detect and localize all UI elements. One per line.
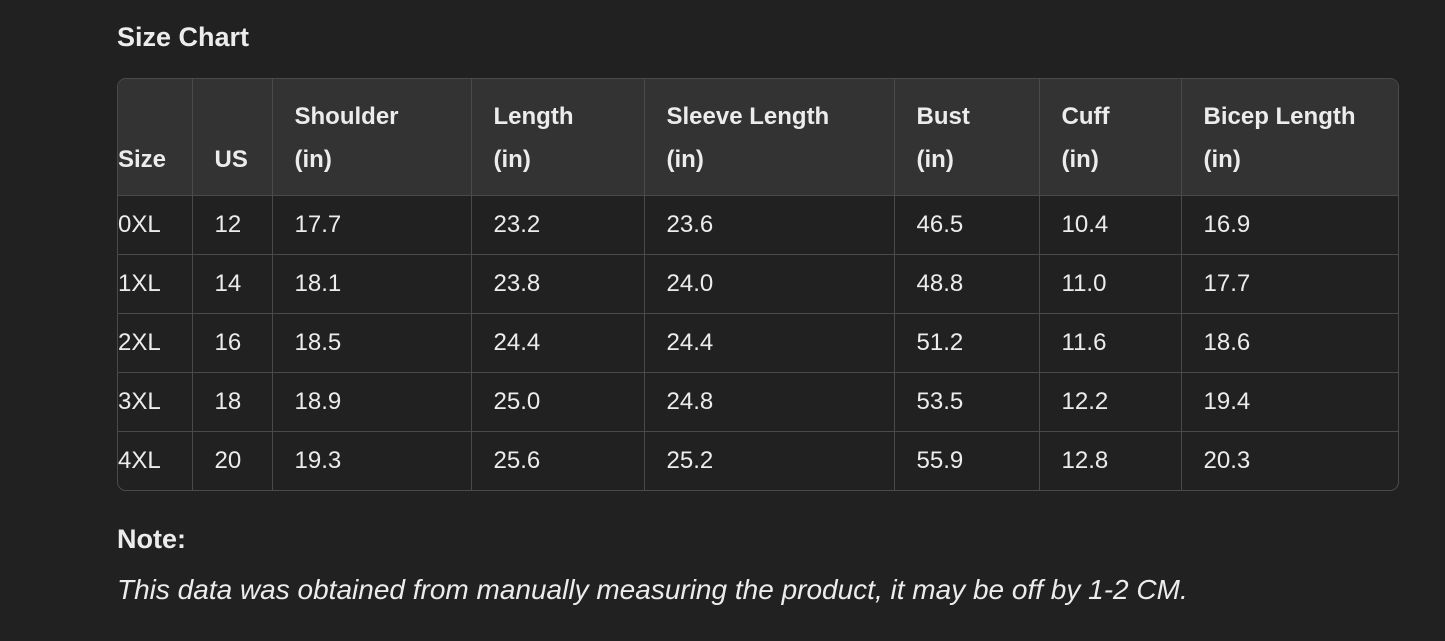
table-cell: 12.2 <box>1038 372 1182 432</box>
column-header: Size <box>118 79 193 196</box>
table-cell: 18.6 <box>1180 313 1398 373</box>
table-cell: 16.9 <box>1180 195 1398 255</box>
column-header-line: Sleeve Length <box>666 103 830 130</box>
table-cell: 18 <box>191 372 273 432</box>
table-cell: 12 <box>191 195 273 255</box>
column-header-line: Cuff <box>1061 103 1110 130</box>
table-cell: 25.0 <box>470 372 645 432</box>
column-header-line: Length <box>493 103 574 130</box>
table-cell: 19.4 <box>1180 372 1398 432</box>
table-cell: 55.9 <box>893 431 1040 490</box>
table-cell: 4XL <box>118 431 193 490</box>
table-cell: 24.4 <box>470 313 645 373</box>
table-cell: 23.6 <box>643 195 895 255</box>
table-cell: 18.5 <box>271 313 472 373</box>
table-row: 4XL 20 19.3 25.6 25.2 55.9 12.8 20.3 <box>118 431 1398 490</box>
table-row: 0XL 12 17.7 23.2 23.6 46.5 10.4 16.9 <box>118 195 1398 255</box>
table-cell: 53.5 <box>893 372 1040 432</box>
table-row: 3XL 18 18.9 25.0 24.8 53.5 12.2 19.4 <box>118 372 1398 432</box>
table-row: 1XL 14 18.1 23.8 24.0 48.8 11.0 17.7 <box>118 254 1398 314</box>
column-header: Length (in) <box>470 79 645 196</box>
table-cell: 12.8 <box>1038 431 1182 490</box>
column-header: Bicep Length (in) <box>1180 79 1398 196</box>
table-cell: 1XL <box>118 254 193 314</box>
table-cell: 11.0 <box>1038 254 1182 314</box>
column-header-line: US <box>214 146 248 173</box>
table-cell: 3XL <box>118 372 193 432</box>
column-header-line: Bicep Length <box>1203 103 1356 130</box>
table-cell: 17.7 <box>271 195 472 255</box>
table-cell: 2XL <box>118 313 193 373</box>
column-header: Sleeve Length (in) <box>643 79 895 196</box>
table-cell: 24.0 <box>643 254 895 314</box>
table-cell: 18.9 <box>271 372 472 432</box>
column-header-line: Bust <box>916 103 970 130</box>
table-cell: 23.8 <box>470 254 645 314</box>
table-cell: 19.3 <box>271 431 472 490</box>
column-header: US <box>191 79 273 196</box>
table-cell: 14 <box>191 254 273 314</box>
column-header-line: (in) <box>294 146 332 173</box>
table-row: 2XL 16 18.5 24.4 24.4 51.2 11.6 18.6 <box>118 313 1398 373</box>
table-cell: 24.4 <box>643 313 895 373</box>
page-title: Size Chart <box>117 22 250 52</box>
column-header: Shoulder (in) <box>271 79 472 196</box>
note-text: This data was obtained from manually mea… <box>117 574 1188 605</box>
table-cell: 17.7 <box>1180 254 1398 314</box>
note-heading: Note: <box>117 524 186 554</box>
column-header-line: Shoulder <box>294 103 399 130</box>
column-header: Bust (in) <box>893 79 1040 196</box>
table-header-row: Size US Shoulder (in) Length (in) Sleeve Lengt… <box>118 79 1398 196</box>
table-cell: 46.5 <box>893 195 1040 255</box>
column-header-line: (in) <box>916 146 954 173</box>
table-cell: 16 <box>191 313 273 373</box>
column-header-line: (in) <box>493 146 531 173</box>
column-header-line: Size <box>118 146 167 173</box>
column-header-line: (in) <box>1203 146 1241 173</box>
table-cell: 24.8 <box>643 372 895 432</box>
column-header: Cuff (in) <box>1038 79 1182 196</box>
table-cell: 10.4 <box>1038 195 1182 255</box>
table-cell: 20.3 <box>1180 431 1398 490</box>
table-cell: 23.2 <box>470 195 645 255</box>
size-chart-table: Size US Shoulder (in) Length (in) Sleeve Lengt… <box>117 78 1399 491</box>
table-cell: 48.8 <box>893 254 1040 314</box>
table-cell: 51.2 <box>893 313 1040 373</box>
table-cell: 18.1 <box>271 254 472 314</box>
table-cell: 25.2 <box>643 431 895 490</box>
table-cell: 20 <box>191 431 273 490</box>
table-cell: 11.6 <box>1038 313 1182 373</box>
table-cell: 25.6 <box>470 431 645 490</box>
column-header-line: (in) <box>666 146 704 173</box>
table-cell: 0XL <box>118 195 193 255</box>
column-header-line: (in) <box>1061 146 1099 173</box>
